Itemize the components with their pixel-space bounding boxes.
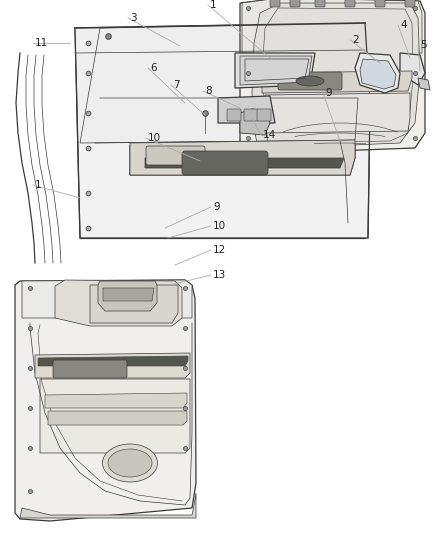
Polygon shape [218, 96, 275, 123]
Text: 13: 13 [213, 270, 226, 280]
Polygon shape [55, 280, 182, 326]
FancyBboxPatch shape [290, 0, 300, 7]
Polygon shape [145, 158, 344, 168]
Polygon shape [103, 288, 154, 301]
Polygon shape [35, 353, 190, 378]
Polygon shape [130, 140, 355, 175]
Polygon shape [48, 411, 187, 425]
FancyBboxPatch shape [315, 0, 325, 7]
Text: 1: 1 [210, 0, 217, 10]
Polygon shape [240, 0, 425, 153]
Text: 2: 2 [352, 35, 359, 45]
Polygon shape [15, 280, 196, 521]
Text: 3: 3 [130, 13, 137, 23]
Text: 14: 14 [263, 130, 276, 140]
Polygon shape [98, 281, 157, 311]
Polygon shape [265, 93, 410, 133]
Polygon shape [40, 379, 190, 453]
Text: 9: 9 [213, 202, 219, 212]
Polygon shape [45, 393, 187, 408]
Ellipse shape [102, 444, 158, 482]
Polygon shape [75, 23, 370, 238]
Polygon shape [355, 53, 400, 93]
Polygon shape [240, 109, 270, 135]
Polygon shape [400, 53, 425, 85]
Ellipse shape [108, 449, 152, 477]
Polygon shape [130, 143, 355, 175]
Polygon shape [38, 356, 188, 366]
Text: 1: 1 [35, 180, 42, 190]
Polygon shape [252, 3, 420, 148]
Ellipse shape [296, 76, 324, 86]
FancyBboxPatch shape [53, 360, 127, 378]
Text: 8: 8 [205, 86, 212, 96]
Text: 6: 6 [150, 63, 157, 73]
FancyBboxPatch shape [182, 151, 268, 175]
FancyBboxPatch shape [405, 0, 415, 7]
Polygon shape [262, 71, 412, 93]
FancyBboxPatch shape [146, 146, 205, 165]
Text: 9: 9 [325, 88, 332, 98]
Polygon shape [235, 53, 315, 88]
Polygon shape [242, 0, 422, 53]
FancyBboxPatch shape [375, 0, 385, 7]
Polygon shape [80, 23, 365, 143]
Text: 12: 12 [213, 245, 226, 255]
Text: 4: 4 [400, 20, 406, 30]
Polygon shape [90, 285, 178, 323]
Text: 10: 10 [148, 133, 161, 143]
Polygon shape [22, 280, 192, 318]
Polygon shape [20, 493, 196, 518]
FancyBboxPatch shape [270, 0, 280, 7]
Polygon shape [240, 56, 312, 85]
FancyBboxPatch shape [244, 109, 258, 121]
FancyBboxPatch shape [278, 72, 342, 90]
Polygon shape [360, 59, 396, 89]
Text: 5: 5 [420, 40, 427, 50]
Text: 11: 11 [35, 38, 48, 48]
Polygon shape [75, 23, 368, 143]
FancyBboxPatch shape [227, 109, 241, 121]
Text: 7: 7 [173, 80, 180, 90]
FancyBboxPatch shape [345, 0, 355, 7]
FancyBboxPatch shape [257, 109, 271, 121]
Polygon shape [418, 78, 430, 90]
Text: 10: 10 [213, 221, 226, 231]
